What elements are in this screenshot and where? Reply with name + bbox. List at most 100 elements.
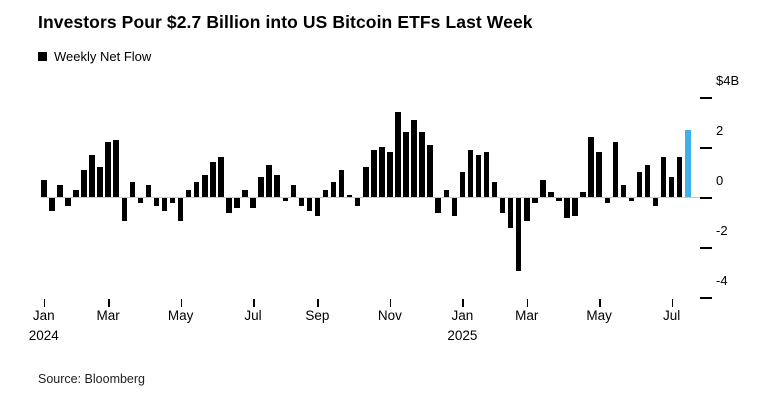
bar-week	[290, 184, 297, 197]
x-axis-tick	[389, 299, 392, 307]
bar-week	[49, 198, 55, 211]
zero-gridline	[41, 197, 712, 198]
y-axis-tick	[700, 147, 712, 149]
x-axis-tick	[671, 299, 674, 307]
bar-week	[153, 198, 160, 206]
bar-week	[322, 189, 329, 197]
bar-week	[660, 157, 667, 197]
x-axis-year-label: 2025	[447, 328, 478, 343]
legend: Weekly Net Flow	[38, 49, 151, 64]
bar-week-highlight	[685, 129, 691, 197]
bar-week	[612, 142, 619, 197]
bar-week	[644, 164, 651, 197]
bar-week	[419, 132, 425, 197]
x-axis-month-label: May	[167, 308, 194, 323]
x-axis-tick	[317, 299, 319, 307]
bar-week	[258, 177, 264, 197]
bar-week	[548, 192, 554, 197]
bar-week	[556, 198, 562, 201]
bar-week	[210, 162, 216, 197]
bar-week	[507, 198, 514, 228]
bar-week	[250, 198, 256, 208]
bar-week	[354, 198, 361, 206]
bar-week	[65, 198, 71, 206]
bar-week	[403, 132, 409, 197]
bar-week	[604, 198, 610, 203]
y-axis-tick	[700, 297, 712, 299]
x-axis-month-label: Jul	[663, 308, 681, 323]
bar-week	[234, 198, 240, 208]
bar-week	[338, 169, 345, 197]
y-axis-label: -2	[716, 223, 728, 238]
x-axis-tick	[108, 299, 110, 307]
bar-week	[202, 174, 208, 197]
bar-week	[330, 182, 337, 197]
x-axis-tick	[180, 299, 183, 307]
x-axis-month-label: Jan	[451, 308, 474, 323]
x-axis-month-label: Sep	[305, 308, 330, 323]
x-axis-month-label: Jul	[244, 308, 262, 323]
x-axis-tick	[253, 299, 255, 307]
bar-week	[451, 198, 458, 216]
bar-week	[193, 182, 200, 197]
x-axis-tick	[526, 299, 529, 307]
bar-week	[218, 157, 224, 197]
chart-title: Investors Pour $2.7 Billion into US Bitc…	[38, 12, 533, 32]
bar-week	[185, 189, 192, 197]
bar-week	[668, 177, 675, 197]
x-axis-month-label: Mar	[515, 308, 539, 323]
y-axis-label: 0	[716, 173, 724, 188]
y-axis-label: -4	[716, 273, 728, 288]
x-axis-month-label: Nov	[377, 308, 402, 323]
bar-week	[435, 198, 441, 213]
bar-week	[564, 198, 570, 218]
bar-week	[628, 198, 635, 201]
y-axis-label: 2	[716, 123, 724, 138]
bar-week	[636, 172, 643, 197]
x-axis-tick	[43, 299, 46, 307]
bar-week	[596, 152, 602, 197]
bar-week	[379, 147, 385, 197]
bar-week	[483, 152, 490, 197]
x-axis-month-label: Mar	[96, 308, 120, 323]
bar-week	[491, 182, 498, 197]
bar-week	[274, 174, 280, 197]
x-axis-tick	[462, 299, 464, 307]
bar-week	[81, 169, 87, 197]
bar-week	[411, 119, 417, 197]
bar-week	[387, 152, 393, 197]
bar-week	[89, 154, 95, 197]
bar-week	[467, 149, 474, 197]
bar-week	[73, 189, 79, 197]
bar-week	[169, 198, 176, 203]
bar-week	[226, 198, 232, 213]
bar-week	[97, 167, 103, 197]
bar-week	[298, 198, 305, 206]
bar-week	[427, 144, 433, 197]
bar-week	[306, 198, 313, 211]
bar-week	[499, 198, 506, 213]
bar-week	[129, 182, 136, 197]
bar-week	[161, 198, 168, 211]
legend-label: Weekly Net Flow	[54, 49, 152, 64]
bar-week	[459, 172, 466, 197]
bar-week	[588, 137, 594, 197]
bar-week	[475, 154, 482, 197]
x-axis-month-label: May	[586, 308, 612, 323]
bar-week	[572, 198, 578, 216]
bar-week	[346, 194, 353, 197]
bar-week	[242, 189, 248, 197]
bar-week	[105, 142, 111, 197]
bar-week	[540, 179, 546, 197]
y-axis-label: $4B	[716, 73, 740, 88]
bar-week	[282, 198, 288, 201]
bar-week	[676, 157, 683, 197]
bar-week	[57, 184, 63, 197]
source-note: Source: Bloomberg	[38, 372, 146, 386]
y-axis-tick	[700, 197, 712, 199]
y-axis-tick	[700, 247, 712, 249]
bar-week	[580, 192, 586, 197]
bar-week	[443, 189, 449, 197]
